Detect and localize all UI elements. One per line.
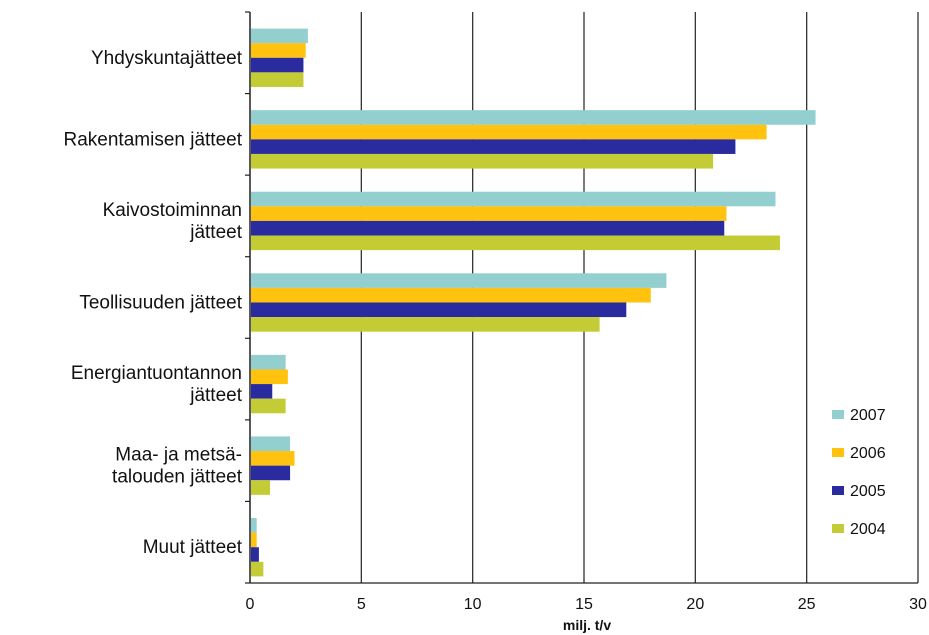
category-label: Teollisuuden jätteet [79,293,242,314]
bar-2006 [251,124,767,140]
category-label: Rakentamisen jätteet [64,129,243,150]
legend-label-2005: 2005 [850,483,886,500]
category-label: Muut jätteet [143,537,243,558]
category-label: Yhdyskuntajätteet [91,48,243,69]
x-tick-label: 30 [909,596,927,613]
bar-2004 [251,561,264,577]
bar-2004 [251,317,600,332]
legend-swatch-2004 [832,524,844,533]
category-label: Kaivostoiminnan [103,200,242,221]
bar-2006 [251,43,306,58]
bar-2007 [251,191,776,207]
bar-2004 [251,153,714,169]
category-label: jätteet [189,385,242,406]
axes [245,11,918,584]
bar-2007 [251,273,667,288]
bar-2004 [251,480,271,495]
bar-2006 [251,206,727,221]
x-tick-label: 15 [575,596,593,613]
x-tick-label: 20 [686,596,704,613]
category-label: Maa- ja metsä- [115,445,242,466]
bars [251,28,816,577]
bar-2007 [251,354,286,370]
bar-2006 [251,287,651,303]
legend: 2007 2006 2005 2004 [832,407,886,538]
category-label: talouden jätteet [112,467,243,488]
category-labels: Yhdyskuntajätteet Rakentamisen jätteet Kai… [64,48,243,558]
bar-2004 [251,235,780,251]
x-tick-label: 25 [798,596,816,613]
bar-2006 [251,532,257,548]
bar-2005 [251,57,304,73]
bar-2005 [251,384,273,399]
bar-2004 [251,72,304,87]
legend-label-2004: 2004 [850,521,886,538]
bar-2007 [251,110,816,125]
x-tick-label: 5 [357,596,366,613]
bar-2007 [251,518,257,533]
category-label: Energiantuontannon [71,363,242,384]
bar-2006 [251,369,288,385]
x-tick-label: 10 [464,596,482,613]
bar-2005 [251,465,291,481]
legend-swatch-2007 [832,410,844,419]
bar-2005 [251,547,259,562]
bar-2007 [251,436,291,452]
bar-2005 [251,139,736,154]
bar-2004 [251,398,286,414]
bar-2005 [251,220,725,236]
bar-2006 [251,451,295,466]
legend-label-2006: 2006 [850,445,886,462]
bar-2007 [251,28,308,44]
category-label: jätteet [189,222,242,243]
bar-2005 [251,302,627,318]
legend-label-2007: 2007 [850,407,886,424]
legend-swatch-2005 [832,486,844,495]
x-axis-title: milj. t/v [563,617,611,633]
x-tick-labels: 0 5 10 15 20 25 30 [246,596,927,613]
legend-swatch-2006 [832,448,844,457]
x-tick-label: 0 [246,596,255,613]
